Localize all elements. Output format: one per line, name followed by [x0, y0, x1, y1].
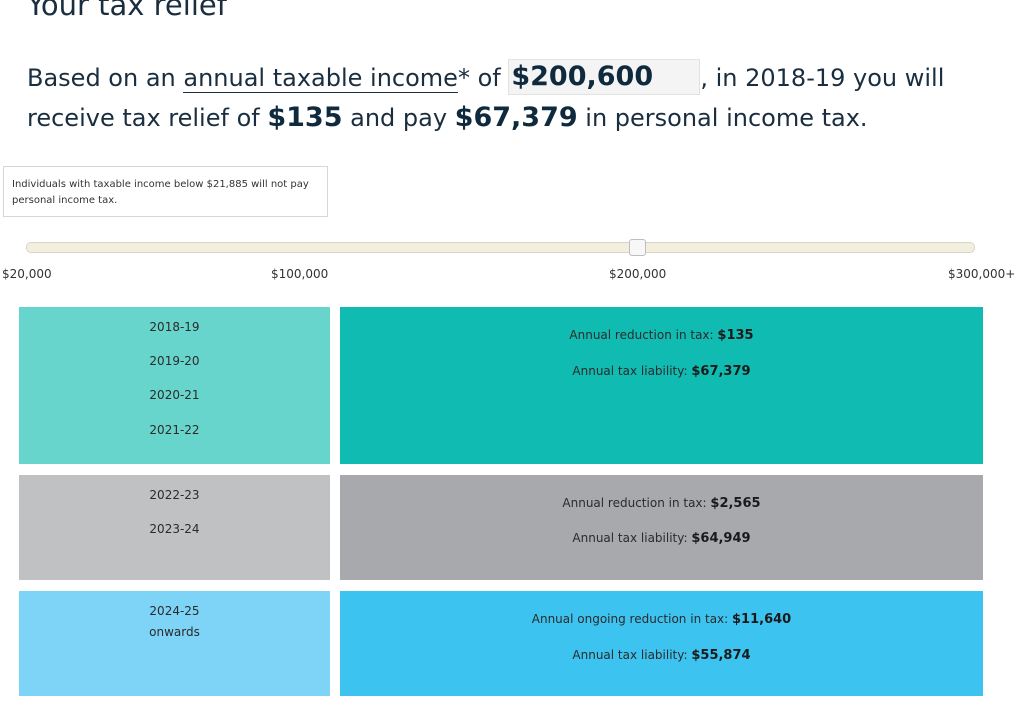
reduction-line: Annual ongoing reduction in tax: $11,640 [340, 612, 983, 627]
period-3-details: Annual ongoing reduction in tax: $11,640… [340, 591, 983, 696]
year-label: 2020-21 [149, 388, 200, 402]
liability-label: Annual tax liability: [572, 364, 688, 378]
tax-summary: Based on an annual taxable income* of $2… [27, 58, 987, 138]
reduction-line: Annual reduction in tax: $2,565 [340, 496, 983, 511]
page-title: Your tax relief [27, 0, 227, 22]
liability-line: Annual tax liability: $67,379 [340, 364, 983, 379]
reduction-label: Annual ongoing reduction in tax: [531, 612, 729, 626]
year-label: 2018-19 [149, 320, 200, 334]
liability-label: Annual tax liability: [572, 648, 688, 662]
slider-tick-100000: $100,000 [271, 267, 329, 281]
income-input[interactable]: $200,600 [508, 59, 701, 95]
summary-text-3: , in 2018-19 you will receive tax relief… [27, 64, 945, 132]
year-label: 2019-20 [149, 354, 200, 368]
year-label: 2024-25 [149, 604, 200, 618]
income-slider-track[interactable] [26, 242, 975, 253]
period-1-details: Annual reduction in tax: $135 Annual tax… [340, 307, 983, 464]
income-slider-handle[interactable] [629, 239, 646, 256]
slider-tick-200000: $200,000 [609, 267, 667, 281]
reduction-label: Annual reduction in tax: [569, 328, 714, 342]
period-1-years: 2018-19 2019-20 2020-21 2021-22 [19, 307, 330, 464]
year-label: 2022-23 [149, 488, 200, 502]
liability-line: Annual tax liability: $64,949 [340, 531, 983, 546]
liability-value: $55,874 [691, 648, 751, 663]
year-label: 2023-24 [149, 522, 200, 536]
slider-tick-300000: $300,000+ [948, 267, 1016, 281]
liability-value: $67,379 [691, 364, 751, 379]
tax-relief-value: $135 [267, 102, 343, 133]
slider-tick-20000: $20,000 [2, 267, 52, 281]
reduction-value: $135 [717, 328, 754, 343]
reduction-line: Annual reduction in tax: $135 [340, 328, 983, 343]
reduction-value: $2,565 [710, 496, 761, 511]
reduction-value: $11,640 [732, 612, 792, 627]
liability-label: Annual tax liability: [572, 531, 688, 545]
summary-text-4: and pay [342, 104, 455, 132]
reduction-label: Annual reduction in tax: [562, 496, 707, 510]
summary-text-1: Based on an [27, 64, 184, 92]
annual-taxable-income-link[interactable]: annual taxable income [183, 64, 458, 93]
year-label: 2021-22 [149, 423, 200, 437]
year-label: onwards [149, 625, 200, 639]
liability-line: Annual tax liability: $55,874 [340, 648, 983, 663]
liability-value: $64,949 [691, 531, 751, 546]
period-2-years: 2022-23 2023-24 [19, 475, 330, 580]
income-tax-value: $67,379 [454, 102, 578, 133]
period-3-years: 2024-25 onwards [19, 591, 330, 696]
summary-text-5: in personal income tax. [577, 104, 868, 132]
summary-text-2: * of [457, 64, 509, 92]
tooltip: Individuals with taxable income below $2… [3, 166, 328, 217]
period-2-details: Annual reduction in tax: $2,565 Annual t… [340, 475, 983, 580]
